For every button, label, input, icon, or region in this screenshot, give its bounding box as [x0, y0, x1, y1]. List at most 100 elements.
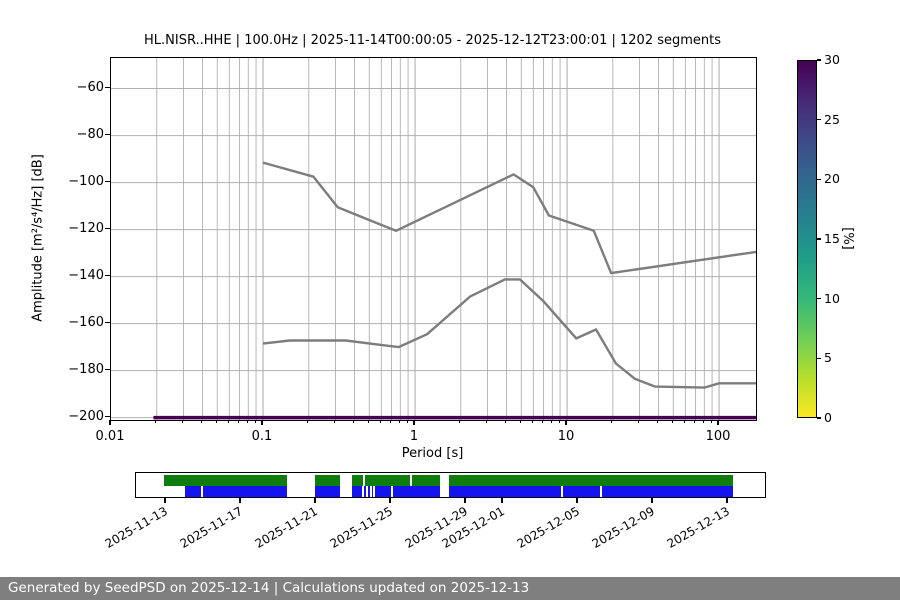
x-minor-tick	[182, 420, 184, 423]
x-tick	[109, 420, 111, 425]
x-minor-tick	[683, 420, 685, 423]
psd-computed-segment	[562, 486, 600, 497]
x-minor-tick	[638, 420, 640, 423]
x-minor-tick	[611, 420, 613, 423]
data-available-segment	[364, 474, 410, 486]
y-tick	[105, 321, 110, 324]
x-minor-tick	[215, 420, 217, 423]
min-envelope-curve	[262, 278, 756, 389]
x-minor-tick	[558, 420, 560, 423]
footer-text: Generated by SeedPSD on 2025-12-14 | Cal…	[8, 580, 530, 596]
psd-computed-segment	[184, 486, 201, 497]
data-available-segment	[351, 474, 363, 486]
max-envelope-curve	[262, 161, 756, 275]
x-minor-tick	[254, 420, 256, 423]
y-tick	[105, 133, 110, 136]
x-minor-tick	[702, 420, 704, 423]
data-available-segment	[163, 474, 288, 486]
x-tick	[261, 420, 263, 425]
timeline-tick	[164, 498, 166, 503]
psd-computed-segment	[315, 486, 341, 497]
x-minor-tick	[155, 420, 157, 423]
data-available-segment	[449, 474, 734, 486]
x-tick-label: 0.1	[251, 429, 273, 444]
x-minor-tick	[353, 420, 355, 423]
x-minor-tick	[694, 420, 695, 423]
timeline-tick	[651, 498, 653, 503]
y-tick	[105, 180, 110, 183]
x-minor-tick	[237, 420, 239, 423]
data-available-segment	[411, 474, 440, 486]
psd-computed-segment	[367, 486, 370, 497]
x-minor-tick	[307, 420, 309, 423]
timeline-tick	[464, 498, 466, 503]
colorbar-tick-label: 30	[824, 52, 840, 67]
x-tick-label: 10	[557, 429, 575, 444]
x-minor-tick	[379, 420, 381, 423]
colorbar-tick-label: 25	[824, 111, 840, 127]
colorbar-tick-label: 5	[824, 350, 832, 366]
y-axis-label: Amplitude [m²/s⁴/Hz] [dB]	[30, 154, 46, 322]
x-minor-tick	[459, 420, 461, 423]
x-minor-tick	[550, 420, 552, 423]
y-tick-label: −180	[68, 361, 104, 377]
colorbar-tick	[817, 178, 821, 181]
y-tick-label: −140	[68, 267, 104, 283]
availability-timeline	[135, 472, 766, 498]
timeline-tick	[576, 498, 578, 503]
timeline-tick	[726, 498, 728, 503]
timeline-tick	[314, 498, 316, 503]
colorbar-tick-label: 0	[824, 410, 832, 425]
x-minor-tick	[505, 420, 507, 423]
x-minor-tick	[541, 420, 543, 423]
x-minor-tick	[334, 420, 336, 423]
x-minor-tick	[398, 420, 400, 423]
colorbar-tick-label: 15	[824, 231, 840, 246]
x-minor-tick	[531, 420, 533, 423]
x-tick	[413, 420, 415, 425]
y-tick	[105, 227, 110, 230]
timeline-tick	[389, 498, 391, 503]
footer-bar: Generated by SeedPSD on 2025-12-14 | Cal…	[0, 577, 900, 600]
x-minor-tick	[201, 420, 203, 423]
x-minor-tick	[367, 420, 369, 423]
data-available-segment	[315, 474, 341, 486]
x-minor-tick	[671, 420, 673, 423]
colorbar-gradient	[798, 61, 816, 417]
colorbar-tick	[817, 417, 821, 419]
x-minor-tick	[519, 420, 521, 423]
x-minor-tick	[486, 420, 488, 423]
timeline-tick	[239, 498, 241, 503]
colorbar-tick	[817, 118, 821, 121]
colorbar-tick	[817, 238, 821, 240]
plot-title: HL.NISR..HHE | 100.0Hz | 2025-11-14T00:0…	[143, 33, 722, 48]
y-tick-label: −60	[76, 79, 104, 95]
x-minor-tick	[406, 420, 408, 423]
y-tick	[105, 274, 110, 277]
plot-area	[110, 57, 757, 421]
x-minor-tick	[246, 420, 248, 423]
psd-computed-segment	[449, 486, 561, 497]
x-tick	[565, 420, 567, 425]
psd-computed-segment	[371, 486, 373, 497]
x-minor-tick	[710, 420, 712, 423]
x-minor-tick	[657, 420, 659, 423]
colorbar-tick-label: 10	[824, 290, 840, 306]
y-tick	[105, 415, 110, 418]
psd-computed-segment	[601, 486, 734, 497]
psd-computed-segment	[202, 486, 288, 497]
y-tick-label: −80	[76, 126, 104, 142]
colorbar-tick-label: 20	[824, 171, 840, 187]
x-axis-label: Period [s]	[401, 446, 464, 461]
colorbar-tick	[817, 59, 821, 61]
x-tick	[717, 420, 719, 425]
colorbar-tick	[817, 357, 821, 360]
y-tick-label: −200	[68, 408, 104, 424]
y-tick-label: −100	[68, 173, 104, 189]
x-tick-label: 1	[409, 429, 419, 444]
psd-computed-segment	[392, 486, 440, 497]
x-minor-tick	[227, 420, 229, 423]
y-tick	[105, 86, 110, 89]
y-tick	[105, 368, 110, 371]
